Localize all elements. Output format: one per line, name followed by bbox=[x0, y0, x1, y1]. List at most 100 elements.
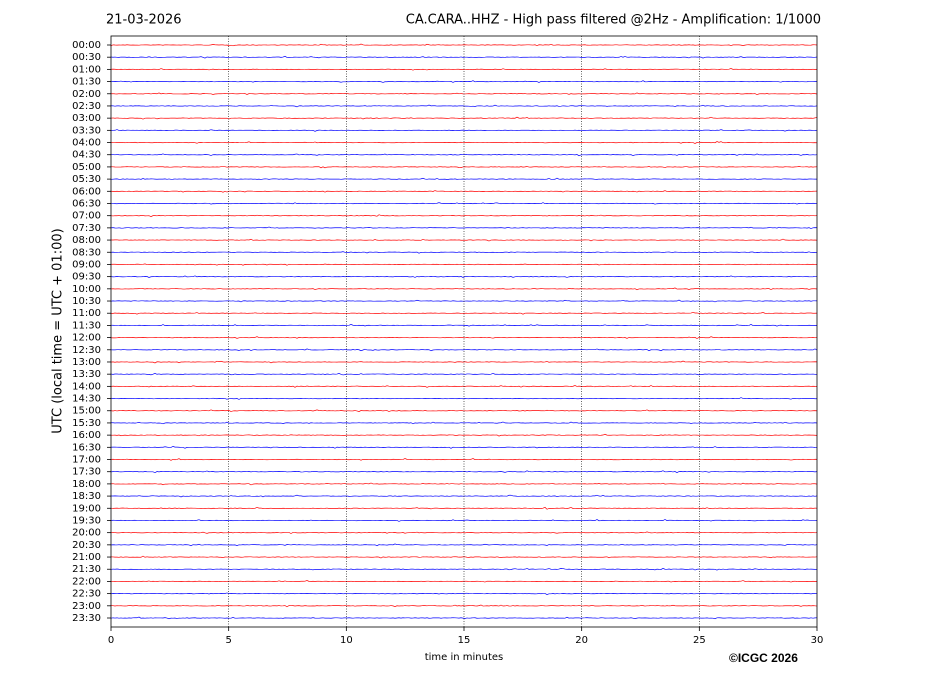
trace bbox=[110, 372, 818, 376]
y-tick-label: 01:30 bbox=[72, 77, 101, 88]
trace bbox=[110, 360, 818, 364]
y-tick-label: 11:30 bbox=[72, 320, 101, 331]
copyright: ©ICGC 2026 bbox=[729, 651, 798, 665]
y-tick-label: 17:00 bbox=[72, 455, 101, 466]
y-tick-label: 02:30 bbox=[72, 101, 101, 112]
trace bbox=[110, 433, 818, 437]
trace bbox=[110, 166, 818, 169]
chart-date: 21-03-2026 bbox=[106, 13, 182, 28]
y-tick-label: 20:30 bbox=[72, 540, 101, 551]
trace bbox=[110, 43, 818, 47]
y-tick-label: 22:00 bbox=[72, 576, 101, 587]
trace bbox=[110, 68, 818, 71]
trace bbox=[110, 592, 818, 595]
trace bbox=[110, 531, 818, 534]
trace bbox=[110, 470, 818, 474]
y-tick-label: 18:00 bbox=[72, 479, 101, 490]
y-tick-label: 13:00 bbox=[72, 357, 101, 368]
trace bbox=[110, 299, 818, 303]
trace bbox=[110, 494, 818, 498]
trace bbox=[110, 287, 818, 291]
x-tick-label: 0 bbox=[108, 635, 114, 646]
trace bbox=[110, 92, 818, 96]
y-tick-label: 00:00 bbox=[72, 40, 101, 51]
trace bbox=[110, 153, 818, 157]
y-tick-label: 04:00 bbox=[72, 138, 101, 149]
trace bbox=[110, 445, 818, 449]
y-tick-label: 09:00 bbox=[72, 259, 101, 270]
y-tick-label: 14:30 bbox=[72, 394, 101, 405]
trace bbox=[110, 226, 818, 229]
trace bbox=[110, 275, 817, 278]
trace bbox=[110, 336, 818, 339]
y-tick-label: 19:00 bbox=[72, 503, 101, 514]
y-axis-label: UTC (local time = UTC + 01:00) bbox=[51, 228, 66, 433]
y-tick-label: 07:00 bbox=[72, 211, 101, 222]
trace bbox=[110, 104, 818, 108]
trace bbox=[110, 311, 818, 315]
y-tick-label: 15:00 bbox=[72, 406, 101, 417]
y-tick-label: 01:00 bbox=[72, 64, 101, 75]
y-tick-label: 23:30 bbox=[72, 613, 101, 624]
y-tick-label: 21:30 bbox=[72, 564, 101, 575]
y-tick-label: 17:30 bbox=[72, 467, 101, 478]
trace bbox=[110, 506, 818, 510]
trace bbox=[110, 580, 818, 583]
x-tick-label: 30 bbox=[811, 635, 824, 646]
y-tick-label: 13:30 bbox=[72, 369, 101, 380]
trace bbox=[110, 568, 818, 571]
y-tick-label: 03:00 bbox=[72, 113, 101, 124]
trace bbox=[110, 421, 818, 425]
trace bbox=[110, 555, 818, 559]
y-tick-label: 19:30 bbox=[72, 515, 101, 526]
y-tick-label: 15:30 bbox=[72, 418, 101, 429]
plot-frame bbox=[110, 35, 818, 628]
y-tick-label: 08:30 bbox=[72, 247, 101, 258]
trace bbox=[110, 202, 818, 205]
trace bbox=[110, 348, 818, 352]
x-tick-label: 25 bbox=[693, 635, 706, 646]
x-tick-label: 15 bbox=[458, 635, 471, 646]
trace bbox=[110, 238, 818, 242]
y-tick-label: 21:00 bbox=[72, 552, 101, 563]
trace bbox=[110, 616, 818, 620]
trace bbox=[110, 55, 818, 59]
y-tick-label: 16:30 bbox=[72, 442, 101, 453]
trace bbox=[110, 482, 818, 486]
trace bbox=[110, 263, 818, 266]
trace bbox=[110, 141, 818, 144]
trace bbox=[110, 324, 818, 327]
y-tick-label: 08:00 bbox=[72, 235, 101, 246]
y-tick-label: 04:30 bbox=[72, 150, 101, 161]
trace bbox=[110, 190, 818, 193]
y-tick-label: 06:30 bbox=[72, 198, 101, 209]
y-tick-label: 16:00 bbox=[72, 430, 101, 441]
y-tick-label: 09:30 bbox=[72, 272, 101, 283]
y-tick-label: 10:00 bbox=[72, 284, 101, 295]
trace bbox=[110, 129, 818, 132]
y-tick-label: 22:30 bbox=[72, 589, 101, 600]
trace bbox=[110, 604, 818, 608]
x-axis-label: time in minutes bbox=[425, 652, 504, 663]
y-tick-label: 03:30 bbox=[72, 125, 101, 136]
trace bbox=[110, 519, 818, 522]
trace bbox=[110, 177, 818, 180]
y-tick-label: 06:00 bbox=[72, 186, 101, 197]
y-tick-label: 07:30 bbox=[72, 223, 101, 234]
y-tick-label: 02:00 bbox=[72, 89, 101, 100]
trace bbox=[110, 116, 818, 120]
y-tick-label: 00:30 bbox=[72, 52, 101, 63]
y-tick-label: 12:00 bbox=[72, 333, 101, 344]
y-tick-label: 05:30 bbox=[72, 174, 101, 185]
y-tick-label: 11:00 bbox=[72, 308, 101, 319]
y-tick-label: 18:30 bbox=[72, 491, 101, 502]
x-tick-label: 20 bbox=[575, 635, 588, 646]
y-tick-label: 14:00 bbox=[72, 381, 101, 392]
trace bbox=[110, 397, 818, 400]
y-tick-label: 20:00 bbox=[72, 528, 101, 539]
x-tick-label: 5 bbox=[225, 635, 231, 646]
y-tick-label: 12:30 bbox=[72, 345, 101, 356]
x-tick-label: 10 bbox=[340, 635, 353, 646]
y-tick-label: 05:00 bbox=[72, 162, 101, 173]
